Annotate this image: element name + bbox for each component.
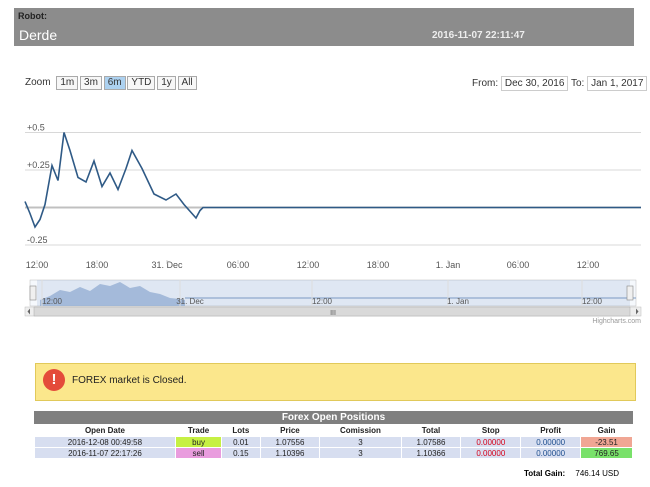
cell-gain: -23.51: [581, 437, 632, 447]
cell-lots: 0.01: [222, 437, 260, 447]
scrollbar[interactable]: III: [24, 306, 642, 317]
robot-label: Robot:: [18, 11, 47, 21]
cell-stop: 0.00000: [461, 437, 521, 447]
date-range-inputs: From: Dec 30, 2016 To: Jan 1, 2017: [472, 76, 648, 91]
col-stop: Stop: [461, 425, 521, 436]
y-tick-label: -0.25: [27, 235, 48, 245]
navigator-tick-label: 12:00: [42, 297, 63, 306]
col-price: Price: [260, 425, 320, 436]
cell-lots: 0.15: [222, 448, 260, 458]
highcharts-credit[interactable]: Highcharts.com: [592, 318, 641, 325]
market-closed-alert: ! FOREX market is Closed.: [35, 363, 636, 401]
price-series-line: [24, 132, 641, 229]
cell-open-date: 2016-11-07 22:17:26: [35, 448, 175, 458]
y-tick-label: +0.25: [27, 160, 50, 170]
col-trade: Trade: [175, 425, 222, 436]
cell-price: 1.07556: [260, 437, 320, 447]
positions-table: Open Date Trade Lots Price Comission Tot…: [34, 424, 633, 459]
cell-profit: 0.00000: [521, 437, 581, 447]
cell-gain: 769.65: [581, 448, 632, 458]
stock-chart: Zoom 1m 3m 6m YTD 1y All From: Dec 30, 2…: [0, 70, 650, 330]
range-selector: Zoom 1m 3m 6m YTD 1y All: [25, 76, 197, 90]
col-gain: Gain: [581, 425, 632, 436]
x-tick-label: 06:00: [507, 260, 530, 270]
alert-message: FOREX market is Closed.: [72, 375, 187, 386]
navigator-handle: [626, 285, 634, 301]
cell-trade: sell: [175, 448, 222, 458]
x-tick-label: 06:00: [227, 260, 250, 270]
cell-profit: 0.00000: [521, 448, 581, 458]
open-positions-panel: Forex Open Positions Open Date Trade Lot…: [34, 411, 633, 478]
col-total: Total: [401, 425, 461, 436]
range-button-3m[interactable]: 3m: [80, 76, 102, 90]
range-button-ytd[interactable]: YTD: [127, 76, 156, 90]
to-date-input[interactable]: Jan 1, 2017: [587, 76, 648, 91]
navigator-tick-label: 1. Jan: [447, 297, 469, 306]
range-button-1m[interactable]: 1m: [56, 76, 79, 90]
header-timestamp: 2016-11-07 22:11:47: [432, 30, 525, 41]
cell-comission: 3: [320, 437, 401, 447]
robot-header: Robot: Derde 2016-11-07 22:11:47: [14, 8, 634, 46]
col-lots: Lots: [222, 425, 260, 436]
y-tick-label: +0.5: [27, 123, 45, 133]
robot-name: Derde: [19, 27, 58, 43]
navigator-handle: [29, 285, 37, 301]
cell-trade: buy: [175, 437, 222, 447]
cell-price: 1.10396: [260, 448, 320, 458]
x-tick-label: 12:00: [26, 260, 49, 270]
x-tick-label: 12:00: [577, 260, 600, 270]
scrollbar-grip: III: [330, 310, 336, 317]
zoom-label: Zoom: [25, 77, 51, 88]
scroll-left-arrow: [27, 308, 30, 315]
total-gain: Total Gain: 746.14 USD: [524, 469, 619, 478]
range-button-all[interactable]: All: [177, 76, 197, 90]
cell-open-date: 2016-12-08 00:49:58: [35, 437, 175, 447]
range-button-1y[interactable]: 1y: [157, 76, 176, 90]
x-tick-label: 12:00: [297, 260, 320, 270]
col-comission: Comission: [320, 425, 401, 436]
chart-svg: +0.5 +0.25 -0.25 12:00 18:00 31. Dec 06:00 12:…: [24, 123, 642, 325]
from-label: From:: [472, 78, 499, 89]
total-gain-value: 746.14 USD: [575, 469, 619, 478]
error-icon: !: [43, 369, 65, 391]
x-tick-label: 1. Jan: [436, 260, 461, 270]
col-open-date: Open Date: [35, 425, 175, 436]
cell-total: 1.07586: [401, 437, 461, 447]
navigator-mask: [37, 280, 630, 306]
total-gain-label: Total Gain:: [523, 469, 566, 478]
scroll-right-arrow: [636, 308, 639, 315]
navigator[interactable]: 12:00 31. Dec 12:00 1. Jan 12:00: [29, 279, 637, 307]
x-tick-label: 31. Dec: [151, 260, 183, 270]
navigator-tick-label: 31. Dec: [176, 297, 204, 306]
table-header-row: Open Date Trade Lots Price Comission Tot…: [35, 425, 632, 436]
navigator-tick-label: 12:00: [582, 297, 603, 306]
table-row: 2016-11-07 22:17:26 sell 0.15 1.10396 3 …: [35, 448, 632, 458]
x-tick-label: 18:00: [86, 260, 109, 270]
navigator-area: [40, 282, 185, 306]
positions-title: Forex Open Positions: [34, 411, 633, 424]
navigator-tick-label: 12:00: [312, 297, 333, 306]
scrollbar-thumb: [33, 306, 631, 317]
to-label: To:: [571, 78, 585, 89]
cell-comission: 3: [320, 448, 401, 458]
from-date-input[interactable]: Dec 30, 2016: [500, 76, 569, 91]
cell-stop: 0.00000: [461, 448, 521, 458]
x-tick-label: 18:00: [367, 260, 390, 270]
table-row: 2016-12-08 00:49:58 buy 0.01 1.07556 3 1…: [35, 437, 632, 447]
cell-total: 1.10366: [401, 448, 461, 458]
range-button-6m[interactable]: 6m: [103, 76, 126, 90]
col-profit: Profit: [521, 425, 581, 436]
